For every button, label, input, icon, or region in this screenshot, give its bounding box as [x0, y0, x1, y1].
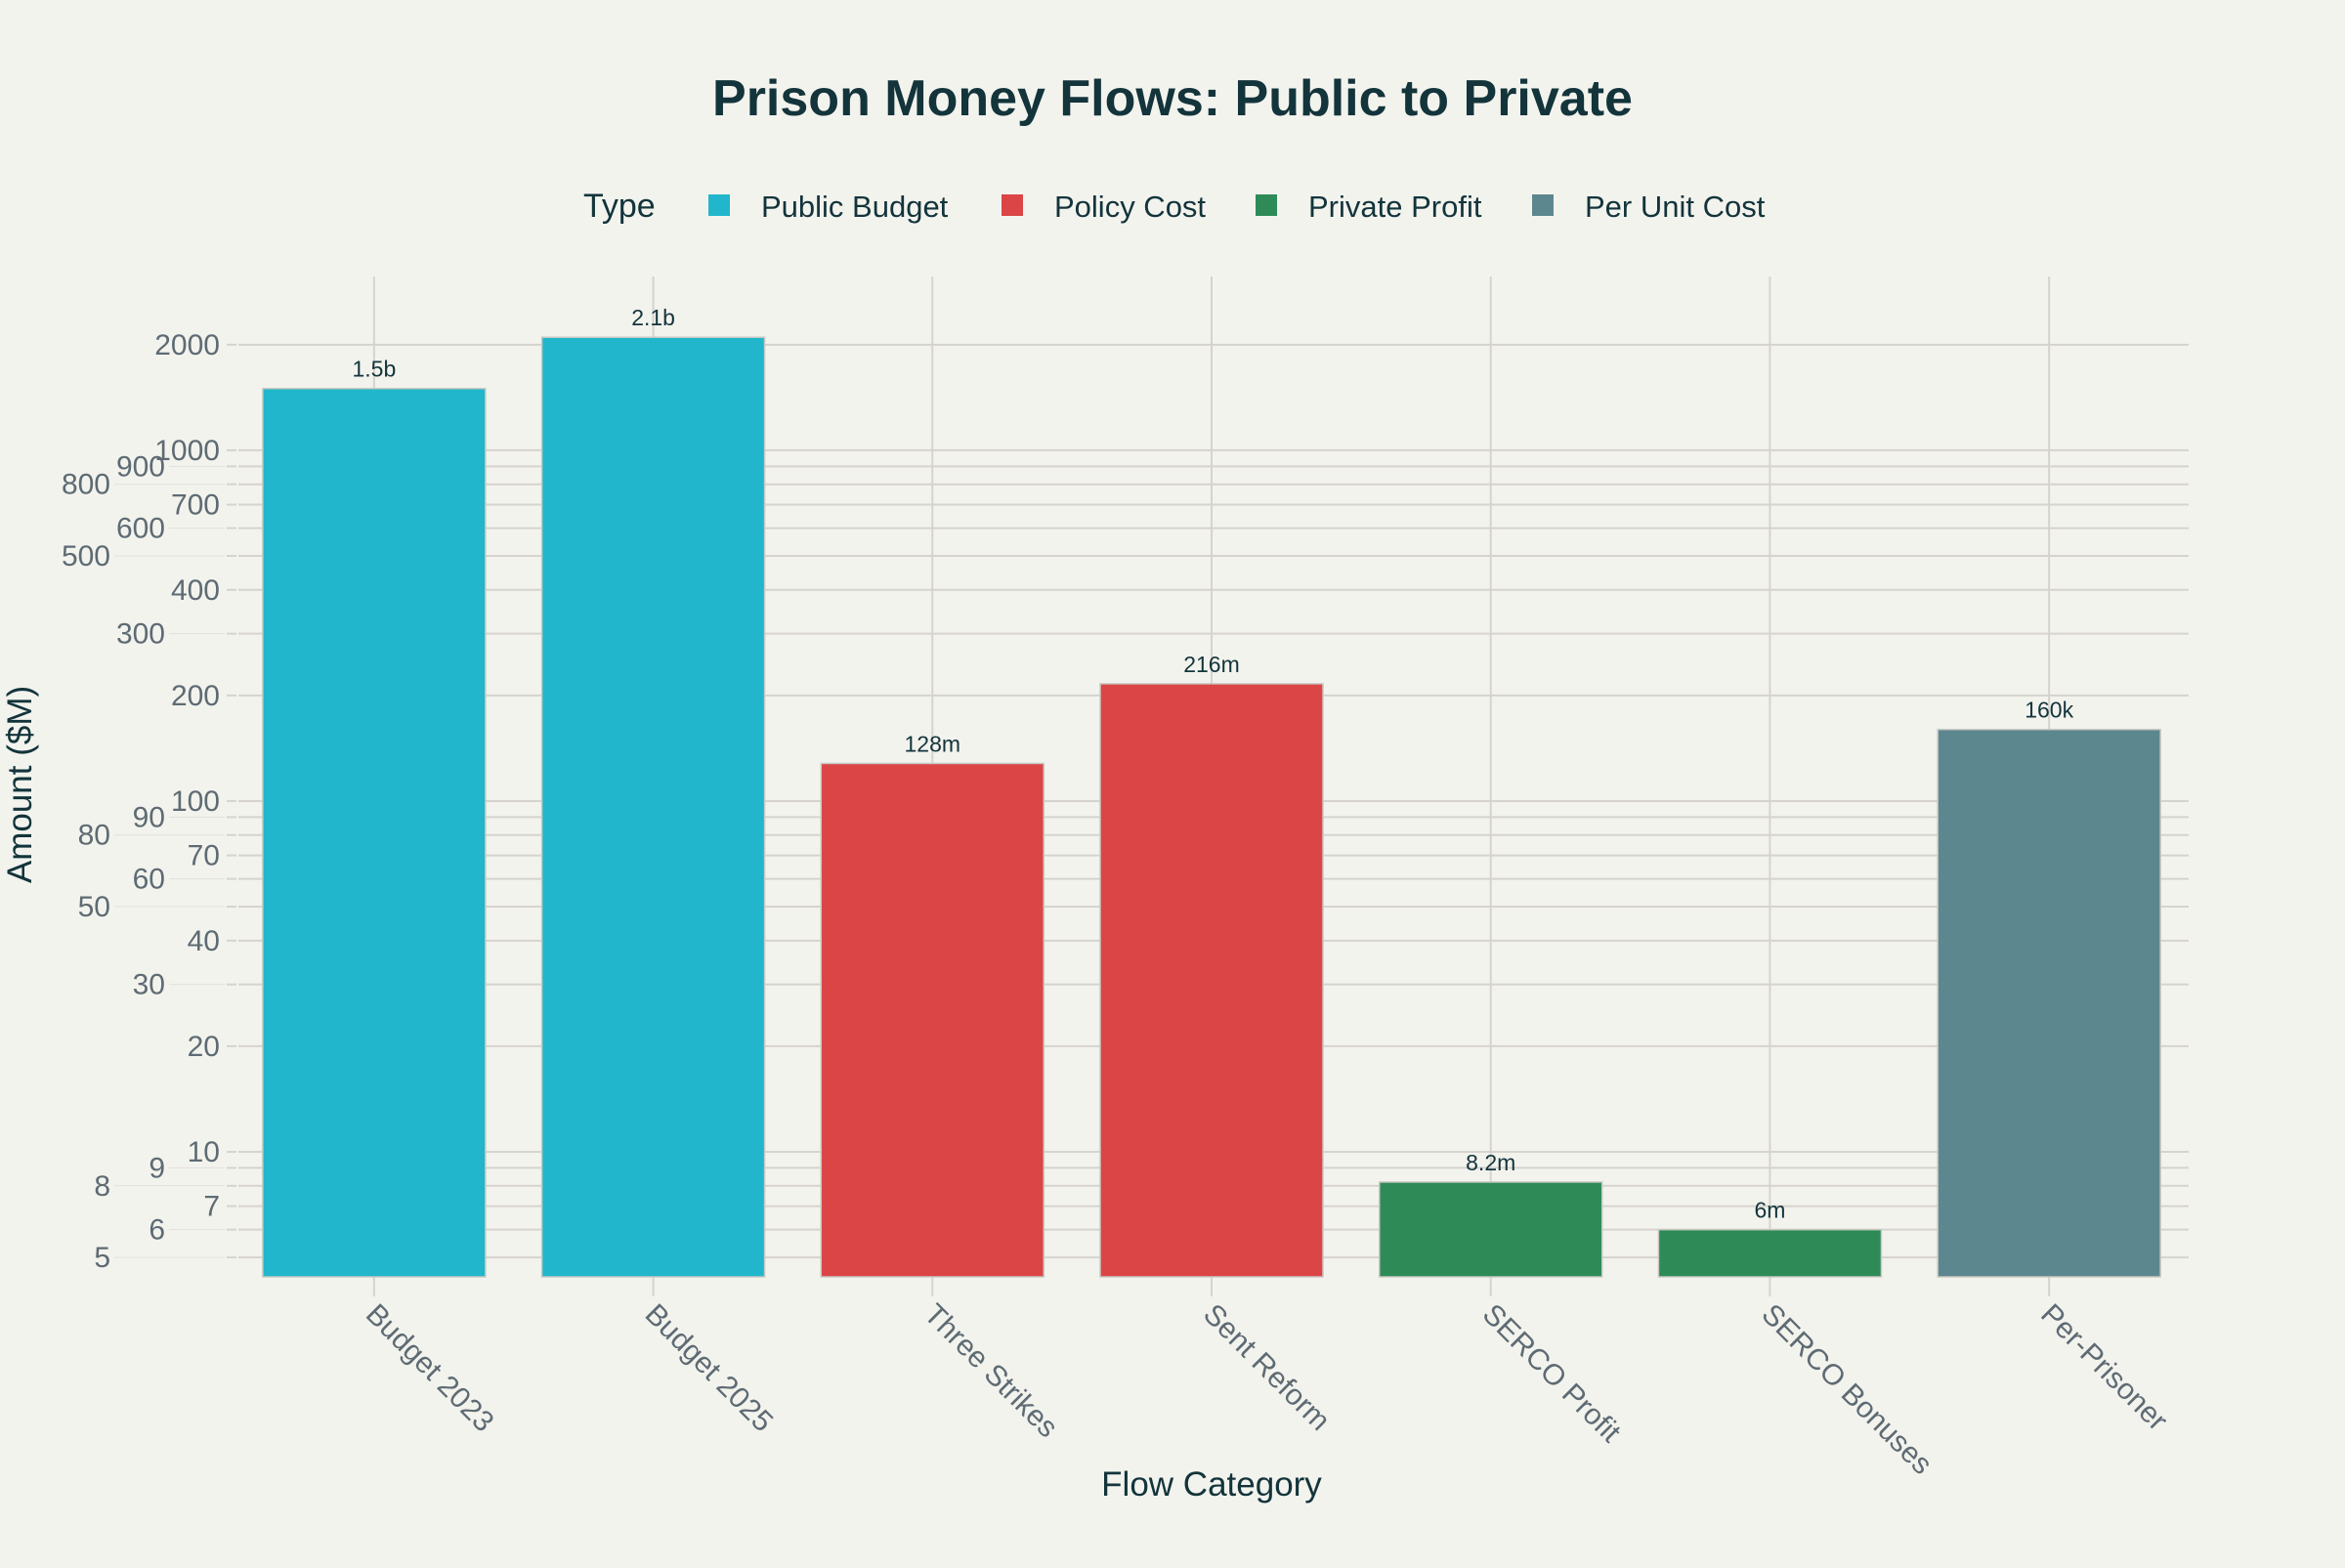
legend-swatch-0 — [708, 194, 730, 216]
y-axis-title: Amount ($M) — [1, 686, 39, 883]
legend-title: Type — [583, 188, 656, 225]
legend-swatch-1 — [1002, 194, 1023, 216]
y-tick-label: 8 — [94, 1170, 110, 1203]
data-label: 6m — [1754, 1198, 1785, 1223]
y-tick-label: 40 — [188, 925, 220, 957]
legend-label: Policy Cost — [1054, 190, 1206, 224]
bar-three-strikes — [820, 762, 1045, 1278]
x-axis-title: Flow Category — [1101, 1465, 1322, 1504]
bars: 1.5b 2.1b 128m 216m 8.2m 6m 160k — [262, 305, 2161, 1278]
y-tick-label: 600 — [116, 513, 165, 545]
data-label: 8.2m — [1466, 1150, 1515, 1175]
bar-sent-reform — [1099, 683, 1324, 1278]
y-tick-label: 500 — [62, 540, 110, 572]
legend-label: Private Profit — [1308, 190, 1482, 224]
y-tick-label: 800 — [62, 469, 110, 501]
bar-per-prisoner — [1937, 728, 2161, 1278]
legend-label: Per Unit Cost — [1585, 190, 1766, 224]
data-label: 2.1b — [631, 305, 675, 330]
legend-swatch-2 — [1256, 194, 1277, 216]
y-tick-label: 30 — [133, 969, 165, 1001]
x-tick-label: SERCO Profit — [1476, 1298, 1628, 1450]
y-tick-label: 700 — [171, 489, 220, 522]
bar-serco-bonuses — [1657, 1228, 1883, 1278]
x-axis: Budget 2023 Budget 2025 Three Strikes Sent … — [360, 1298, 2174, 1481]
y-tick-label: 6 — [149, 1214, 165, 1247]
x-tick-label: Sent Reform — [1197, 1298, 1336, 1437]
y-tick-label: 1000 — [154, 435, 220, 467]
data-label: 216m — [1183, 652, 1240, 677]
bar-serco-profit — [1378, 1181, 1603, 1278]
y-tick-label: 20 — [188, 1031, 220, 1063]
bar-budget-2023 — [262, 387, 487, 1278]
x-tick-label: Budget 2023 — [360, 1298, 500, 1439]
y-tick-label: 50 — [78, 891, 110, 923]
y-tick-label: 2000 — [154, 329, 220, 361]
y-tick-label: 100 — [171, 785, 220, 818]
y-tick-label: 90 — [133, 801, 165, 833]
y-tick-label: 900 — [116, 450, 165, 483]
legend-swatch-3 — [1532, 194, 1554, 216]
x-tick-label: Per-Prisoner — [2034, 1298, 2173, 1437]
y-tick-label: 10 — [188, 1136, 220, 1168]
x-tick-label: SERCO Bonuses — [1755, 1298, 1938, 1481]
y-tick-label: 60 — [133, 864, 165, 896]
y-tick-label: 5 — [94, 1242, 110, 1274]
x-tick-label: Three Strikes — [917, 1298, 1063, 1444]
bar-budget-2025 — [540, 336, 766, 1278]
legend: Type Public Budget Policy Cost Private Pro… — [583, 188, 1766, 225]
data-label: 1.5b — [352, 357, 396, 382]
chart-title: Prison Money Flows: Public to Private — [712, 70, 1633, 127]
y-tick-label: 9 — [149, 1152, 165, 1184]
y-tick-label: 300 — [116, 618, 165, 651]
x-tick-label: Budget 2025 — [639, 1298, 780, 1439]
data-label: 160k — [2025, 698, 2073, 723]
y-tick-label: 80 — [78, 820, 110, 852]
y-tick-label: 7 — [203, 1191, 220, 1223]
legend-label: Public Budget — [761, 190, 949, 224]
data-label: 128m — [905, 731, 961, 756]
y-tick-label: 200 — [171, 680, 220, 712]
y-tick-label: 400 — [171, 574, 220, 607]
y-tick-label: 70 — [188, 840, 220, 872]
